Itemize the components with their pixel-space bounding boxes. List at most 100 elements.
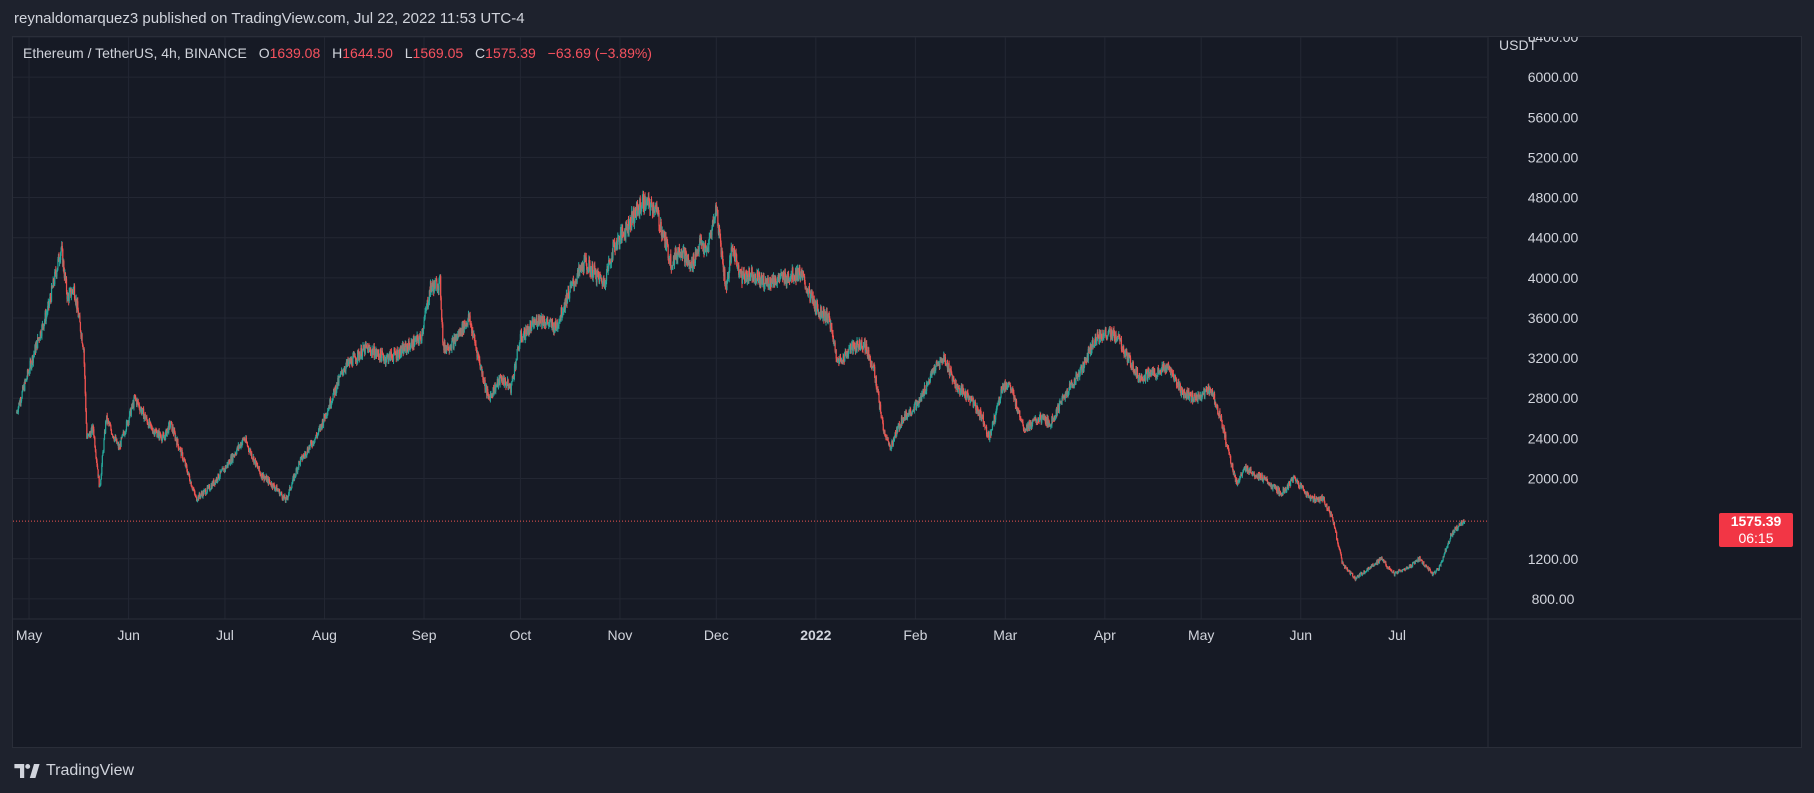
candle-body <box>159 432 161 436</box>
candle-body <box>482 372 484 381</box>
candle-body <box>58 260 61 262</box>
candle-body <box>510 385 512 393</box>
candle-body <box>789 277 791 282</box>
candle-body <box>1080 367 1082 369</box>
candle-body <box>71 289 74 291</box>
candle-body <box>168 422 170 433</box>
candle-body <box>1318 497 1320 501</box>
candle-body <box>1075 374 1077 384</box>
candle-body <box>1181 389 1184 392</box>
candle-body <box>441 320 443 325</box>
candle-body <box>70 288 72 297</box>
candle-body <box>613 242 616 248</box>
candle-body <box>1160 368 1163 374</box>
candle-body <box>1064 394 1066 399</box>
candle-body <box>368 346 371 350</box>
candle-body <box>81 343 84 346</box>
candle-body <box>704 244 707 248</box>
candle-body <box>748 267 750 282</box>
candle-body <box>444 342 446 351</box>
candle-body <box>749 275 752 279</box>
candle-body <box>155 430 157 432</box>
candle-body <box>953 378 955 382</box>
candle-body <box>400 351 403 354</box>
candle-body <box>1226 445 1229 447</box>
candle-body <box>967 392 969 397</box>
candle-body <box>1102 333 1104 338</box>
candle-body <box>1192 392 1194 402</box>
candle-body <box>351 358 353 366</box>
candle-body <box>1340 554 1343 559</box>
candle-body <box>825 314 827 322</box>
candle-body <box>489 394 492 401</box>
candle-body <box>429 281 432 296</box>
candle-body <box>417 336 419 341</box>
price-chart[interactable]: 6400.006000.005600.005200.004800.004400.… <box>13 37 1801 747</box>
candle-body <box>747 274 749 277</box>
candle-body <box>1199 396 1201 400</box>
candle-body <box>298 461 300 468</box>
candle-body <box>152 431 154 434</box>
candle-body <box>1229 454 1231 456</box>
candle-body <box>801 272 804 277</box>
candle-body <box>579 268 581 272</box>
candle-body <box>51 286 53 288</box>
candle-body <box>770 278 773 287</box>
candle-body <box>440 276 442 298</box>
candle-body <box>102 452 104 456</box>
candle-body <box>380 349 382 356</box>
candle-body <box>418 338 420 344</box>
candle-body <box>1300 483 1302 488</box>
candle-body <box>71 289 73 295</box>
candle-body <box>513 365 516 377</box>
candle-body <box>1099 333 1102 339</box>
candle-body <box>592 276 594 278</box>
candle-body <box>139 409 141 412</box>
candle-body <box>561 316 563 318</box>
candle-body <box>901 417 903 424</box>
candle-body <box>96 460 98 466</box>
candle-body <box>994 419 996 423</box>
candle-body <box>803 276 806 283</box>
candle-body <box>143 415 145 419</box>
candle-body <box>942 358 944 363</box>
candle-body <box>683 247 685 250</box>
candle-body <box>98 475 100 487</box>
candle-body <box>485 385 487 390</box>
candle-body <box>275 488 277 490</box>
candle-body <box>276 485 278 492</box>
candle-body <box>289 486 291 490</box>
candle-body <box>1068 387 1070 394</box>
chart-frame[interactable]: 6400.00 6000.00 5600.00 5200.00 4800.00 4400.… <box>12 36 1802 748</box>
candle-body <box>17 406 19 412</box>
candle-body <box>25 379 27 381</box>
candle-body <box>831 331 834 334</box>
candle-body <box>585 257 587 264</box>
candle-body <box>191 487 193 490</box>
candle-body <box>1266 478 1268 482</box>
candle-body <box>94 437 96 447</box>
candle-body <box>68 291 70 302</box>
candle-body <box>109 423 111 426</box>
candle-body <box>177 438 179 445</box>
candle-body <box>913 404 915 412</box>
candle-body <box>46 312 48 314</box>
candle-body <box>906 415 908 419</box>
candle-body <box>573 284 576 287</box>
candle-body <box>309 444 311 449</box>
candle-body <box>90 429 92 437</box>
candle-body <box>698 251 700 253</box>
candle-body <box>1101 335 1103 340</box>
candle-body <box>475 343 477 348</box>
candle-body <box>651 203 653 211</box>
candle-body <box>314 438 316 443</box>
candle-body <box>1326 509 1329 511</box>
candle-body <box>974 401 976 406</box>
candle-body <box>357 350 359 352</box>
candle-body <box>1013 392 1015 399</box>
candle-body <box>184 460 186 462</box>
candle-body <box>758 272 760 276</box>
candle-body <box>477 352 479 355</box>
candle-body <box>1141 374 1143 381</box>
candle-body <box>388 359 390 363</box>
